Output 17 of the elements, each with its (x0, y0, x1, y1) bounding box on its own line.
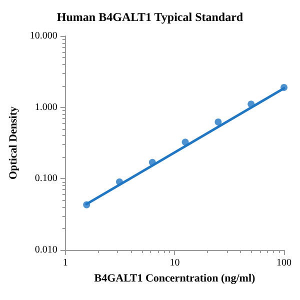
point (182, 138, 189, 146)
point (214, 118, 222, 126)
point (83, 201, 90, 208)
chart-title: Human B4GALT1 Typical Standard (56, 10, 244, 24)
x-tick-label: 100 (276, 258, 292, 268)
y-tick-label: 0.010 (34, 244, 58, 256)
x-axis-title: B4GALT1 Concerntration (ng/ml) (94, 272, 256, 284)
point (280, 84, 288, 91)
point (116, 178, 123, 186)
point (148, 158, 156, 166)
y-tick-label: 1.000 (34, 102, 58, 113)
y-axis-title: Optical Density (8, 106, 20, 180)
point (248, 100, 255, 108)
x-tick-label: 10 (170, 258, 180, 268)
x-tick-label: 1 (62, 258, 68, 268)
y-tick-label: 10.000 (30, 30, 58, 42)
y-tick-label: 0.100 (34, 173, 58, 184)
